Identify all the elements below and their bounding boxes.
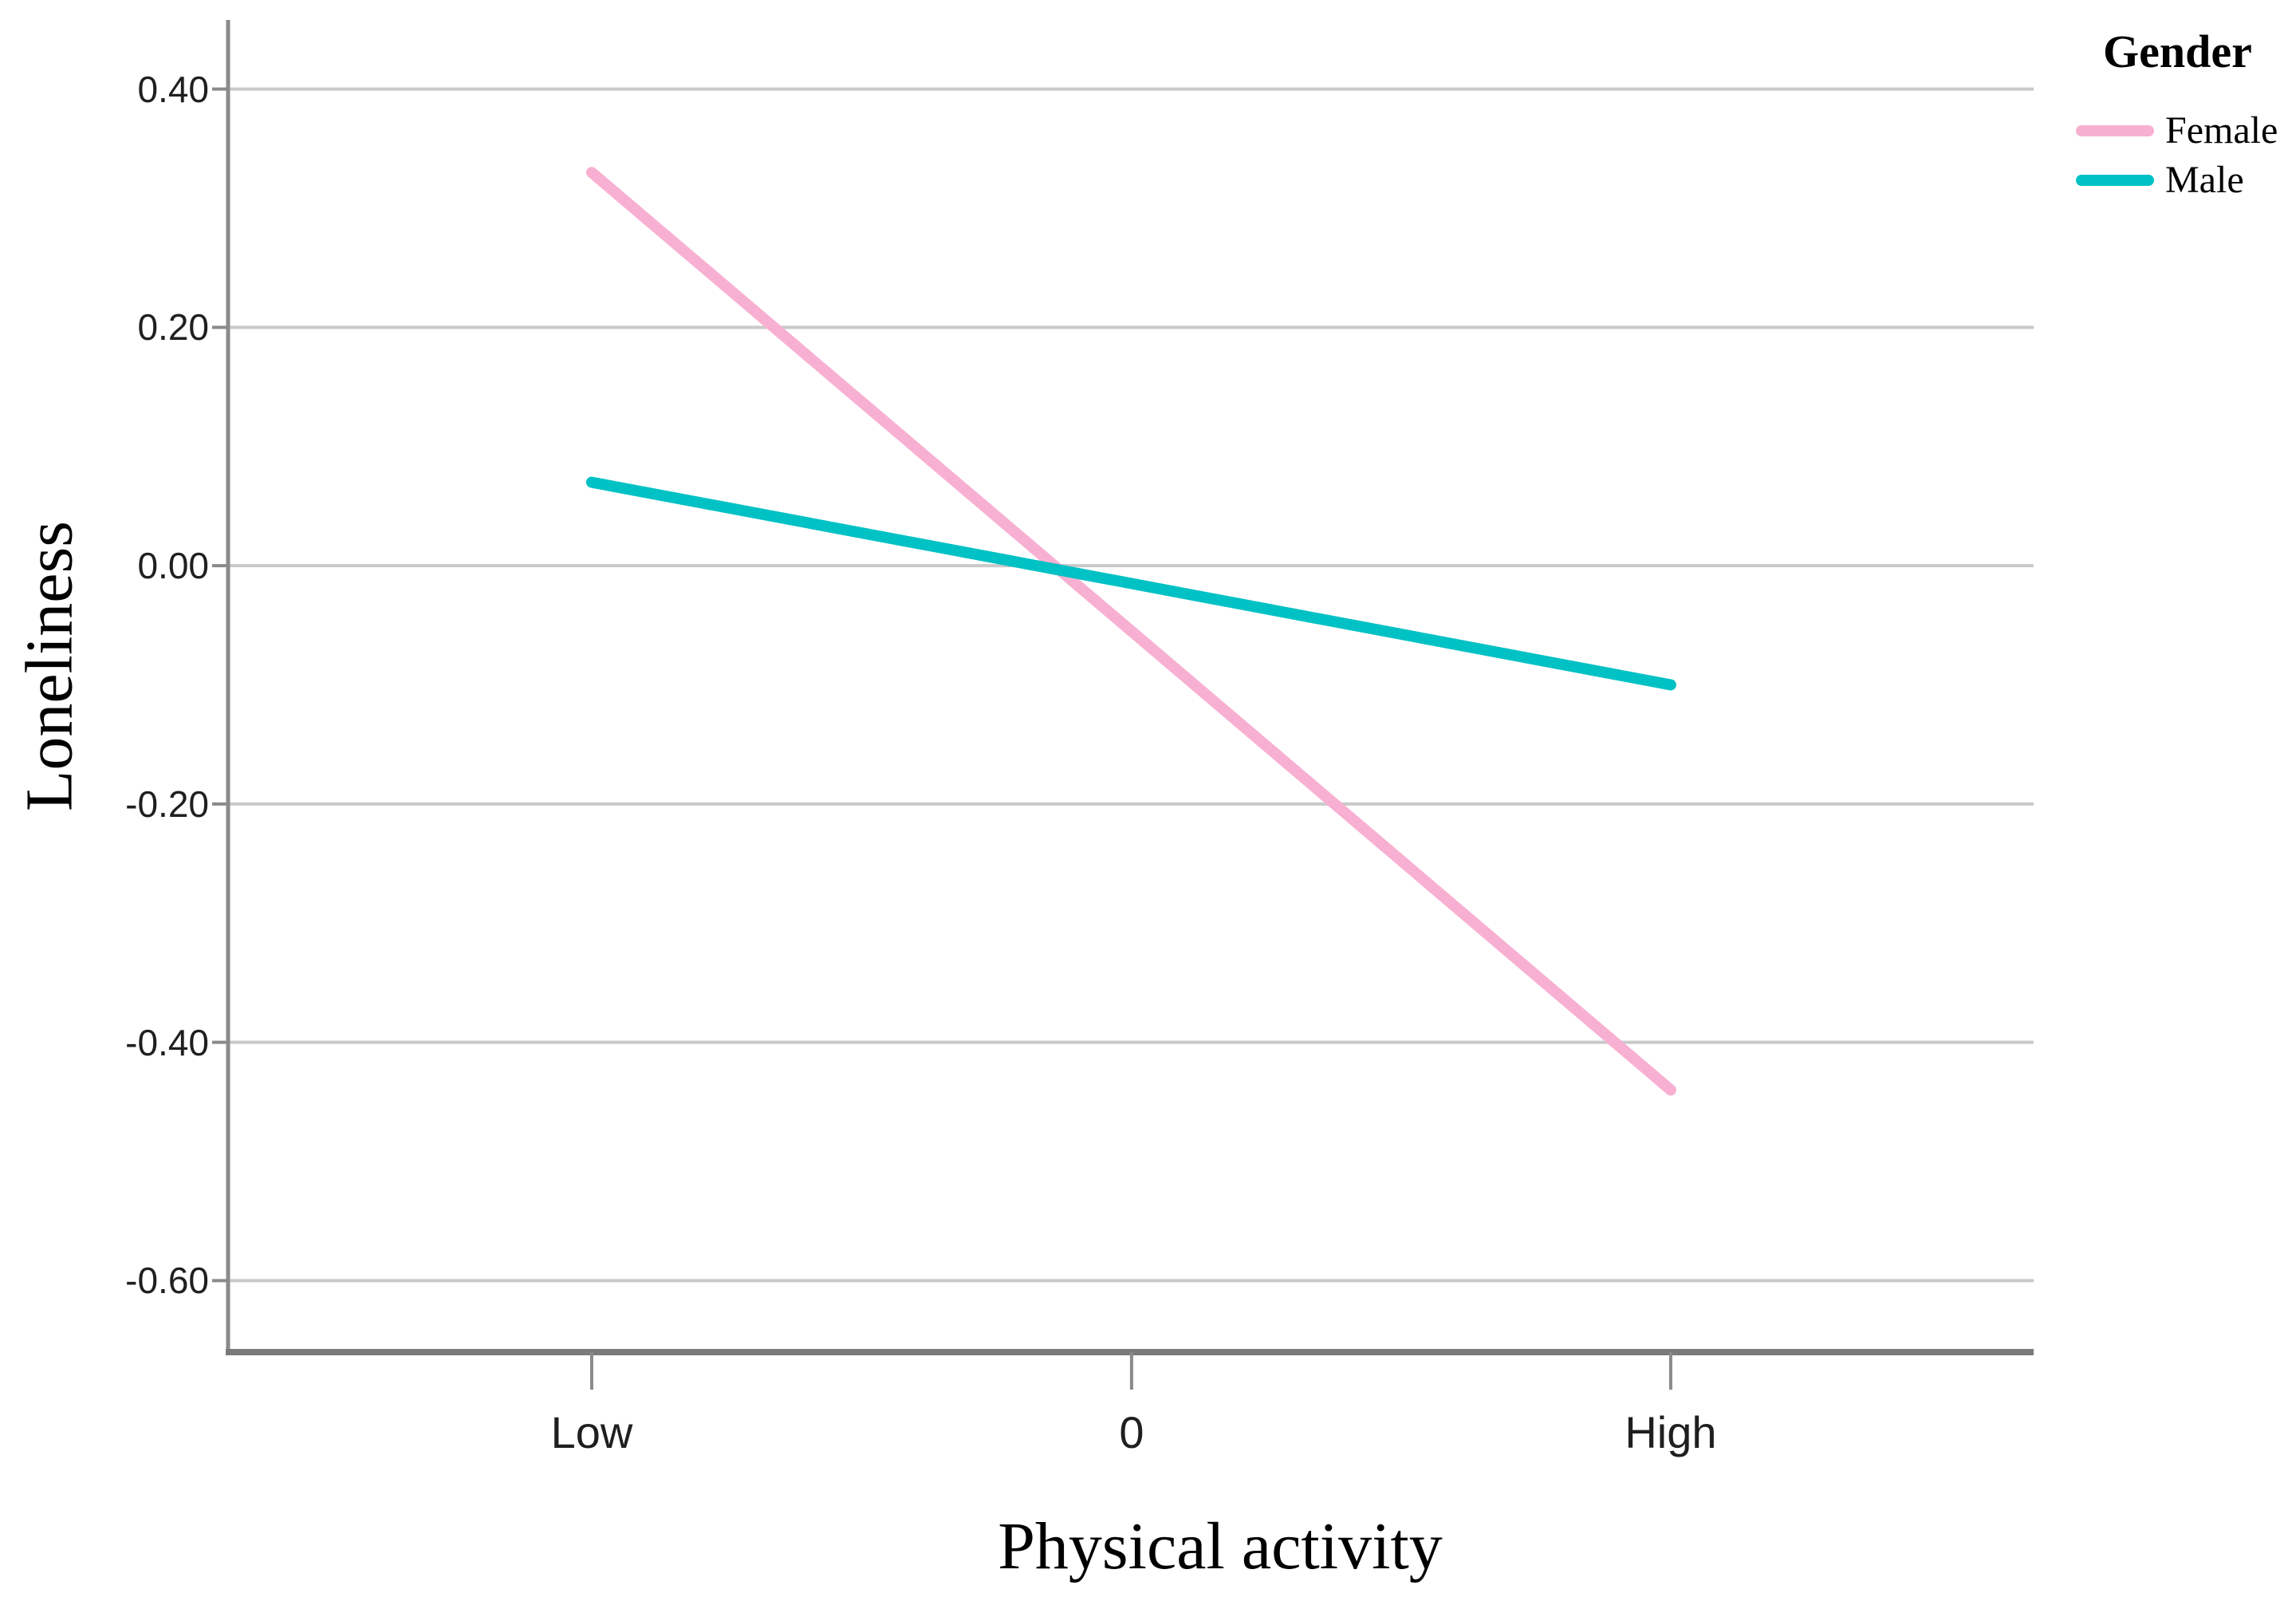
x-tick-label: High [1625,1407,1717,1457]
x-axis-title: Physical activity [998,1509,1443,1583]
legend-entry-male: Male [2076,160,2296,201]
x-tick-label: 0 [1119,1407,1144,1457]
series-line-male [585,476,1676,691]
y-tick-label: 0.00 [137,545,209,587]
y-tick-label: 0.20 [137,306,209,349]
legend-label: Male [2165,158,2244,201]
series-line-female [585,167,1676,1096]
x-tick-label: Low [550,1407,633,1457]
legend-entries: Female Male [2076,110,2296,201]
legend-title: Gender [2103,26,2252,77]
legend-swatch-female [2076,124,2154,136]
legend: Gender Female Male [2076,24,2296,209]
y-axis-title: Loneliness [12,521,87,811]
legend-entry-female: Female [2076,110,2296,152]
legend-swatch-male [2076,174,2154,186]
legend-label: Female [2165,108,2278,152]
y-tick-label: -0.20 [125,783,209,825]
y-tick-label: -0.60 [125,1260,209,1302]
y-tick-label: 0.40 [137,68,209,110]
y-tick-label: -0.40 [125,1021,209,1063]
